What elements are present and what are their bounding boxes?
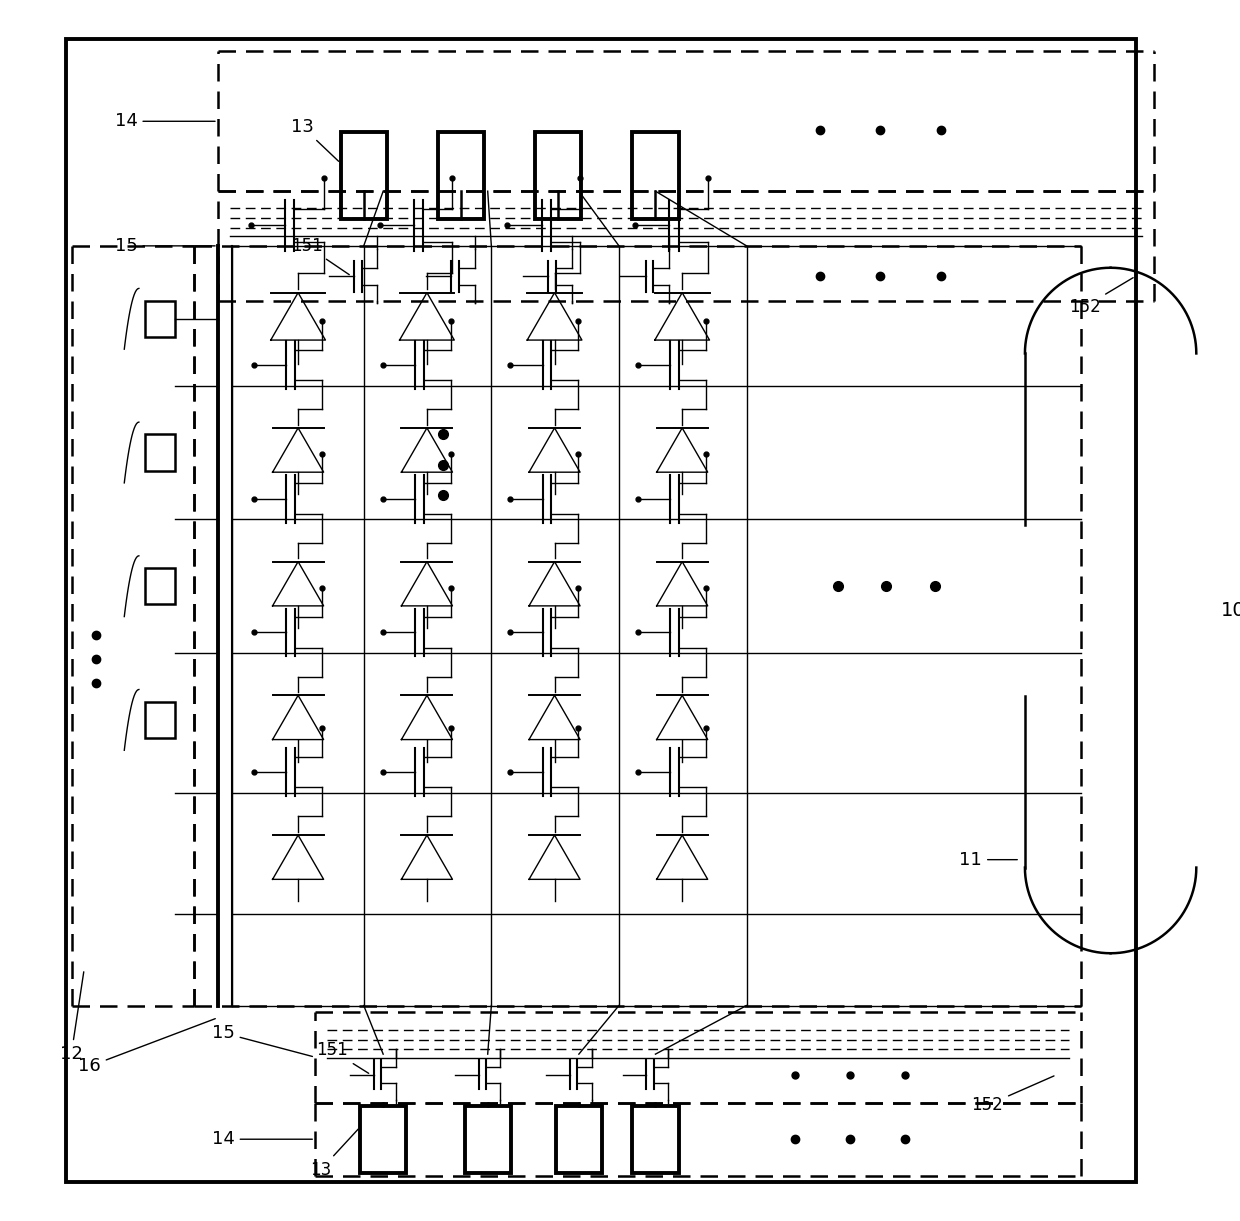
Bar xyxy=(465,1106,511,1172)
Bar xyxy=(145,702,175,739)
Bar xyxy=(145,300,175,337)
Bar xyxy=(438,132,484,219)
Bar xyxy=(632,1106,678,1172)
Text: 16: 16 xyxy=(78,1018,216,1076)
Text: 151: 151 xyxy=(291,237,350,275)
Text: 151: 151 xyxy=(316,1042,368,1073)
Text: 152: 152 xyxy=(1069,277,1133,316)
Text: 14: 14 xyxy=(114,112,215,131)
Text: 152: 152 xyxy=(971,1076,1054,1115)
Bar xyxy=(360,1106,407,1172)
Bar xyxy=(536,132,582,219)
Bar xyxy=(145,568,175,604)
Bar xyxy=(66,39,1136,1182)
Text: 15: 15 xyxy=(114,237,215,255)
Bar xyxy=(556,1106,601,1172)
Text: 11: 11 xyxy=(960,851,1017,868)
Text: 13: 13 xyxy=(291,117,339,161)
Text: 14: 14 xyxy=(212,1131,312,1148)
Text: 10: 10 xyxy=(1220,601,1240,620)
Text: 12: 12 xyxy=(60,972,84,1063)
Bar xyxy=(632,132,678,219)
Text: 13: 13 xyxy=(310,1129,358,1178)
Bar xyxy=(341,132,387,219)
Bar xyxy=(145,435,175,471)
Text: 15: 15 xyxy=(212,1024,312,1056)
